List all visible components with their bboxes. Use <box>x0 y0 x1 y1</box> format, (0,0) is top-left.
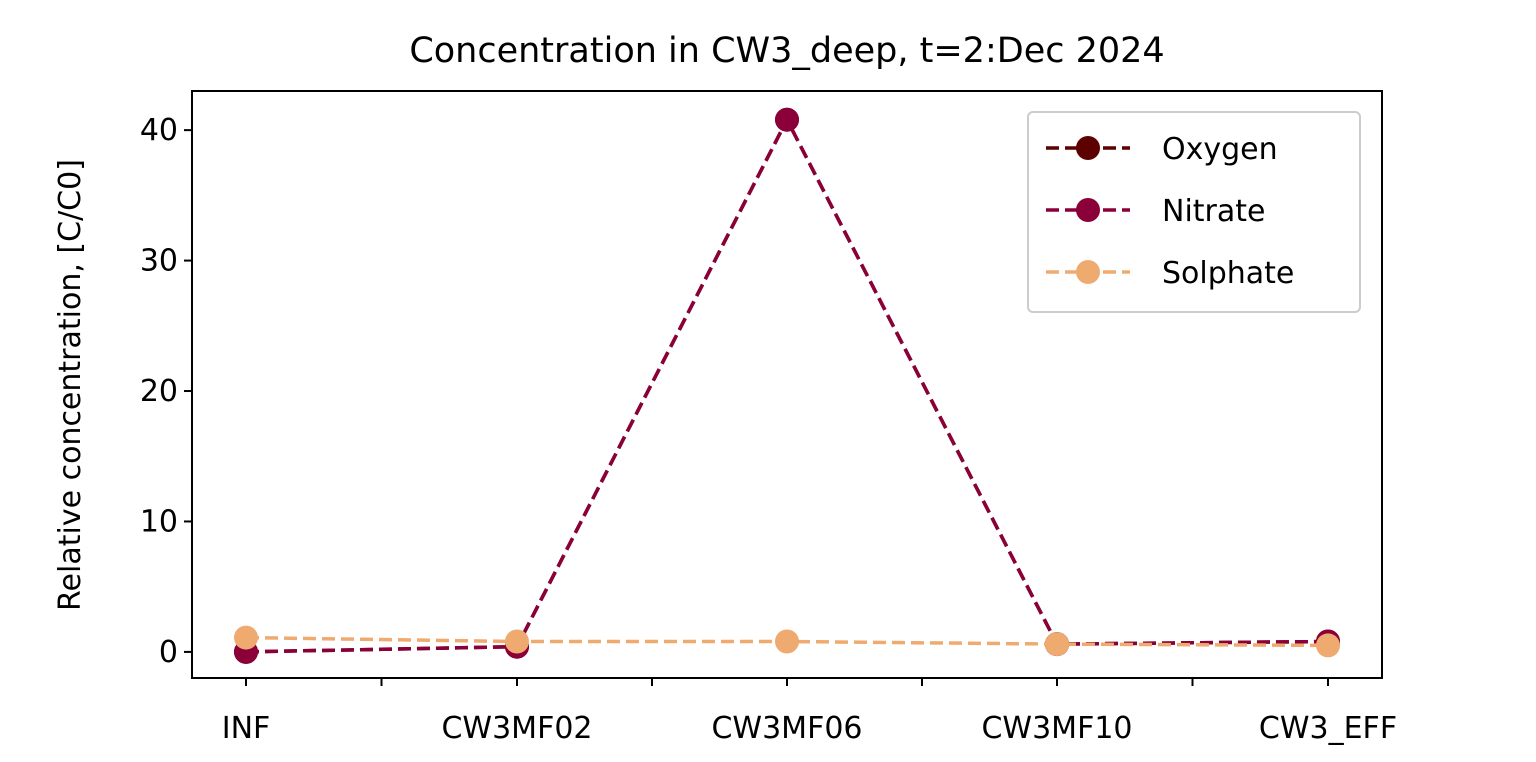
chart-title: Concentration in CW3_deep, t=2:Dec 2024 <box>409 31 1164 71</box>
series-solphate <box>234 625 1340 658</box>
x-tick-label: CW3MF06 <box>711 711 862 746</box>
y-axis-label: Relative concentration, [C/C0] <box>53 159 88 611</box>
legend-label: Nitrate <box>1162 194 1265 229</box>
data-point-solphate-cw3mf10 <box>1045 632 1069 657</box>
legend: Oxygen Nitrate Solphate <box>1027 111 1361 313</box>
legend-item-solphate: Solphate <box>1046 256 1294 291</box>
legend-swatch-marker <box>1076 260 1100 284</box>
data-point-solphate-inf <box>234 625 258 650</box>
y-tick-label: 20 <box>140 374 178 409</box>
x-tick-label: CW3MF02 <box>441 711 592 746</box>
legend-label: Solphate <box>1162 256 1294 291</box>
legend-item-nitrate: Nitrate <box>1046 194 1265 229</box>
axes: 0 10 20 30 40 INF CW3MF02 CW3MF06 CW3MF10 CW3_EFF <box>140 113 1397 746</box>
plot-area <box>234 107 1340 664</box>
y-tick-label: 0 <box>159 635 178 670</box>
x-tick-label: INF <box>222 711 271 746</box>
data-point-solphate-cw3mf06 <box>775 629 799 654</box>
legend-box <box>1027 111 1361 313</box>
legend-swatch-marker <box>1076 198 1100 222</box>
y-tick-label: 30 <box>140 244 178 279</box>
x-tick-label: CW3MF10 <box>981 711 1132 746</box>
legend-label: Oxygen <box>1162 132 1278 167</box>
data-point-solphate-cw3mf02 <box>505 629 529 654</box>
legend-swatch-marker <box>1076 136 1100 160</box>
y-tick-label: 10 <box>140 504 178 539</box>
y-tick-label: 40 <box>140 113 178 148</box>
legend-item-oxygen: Oxygen <box>1046 132 1278 167</box>
data-point-nitrate-cw3mf06 <box>775 107 799 132</box>
x-tick-label: CW3_EFF <box>1259 711 1397 746</box>
data-point-solphate-cw3_eff <box>1316 633 1340 658</box>
